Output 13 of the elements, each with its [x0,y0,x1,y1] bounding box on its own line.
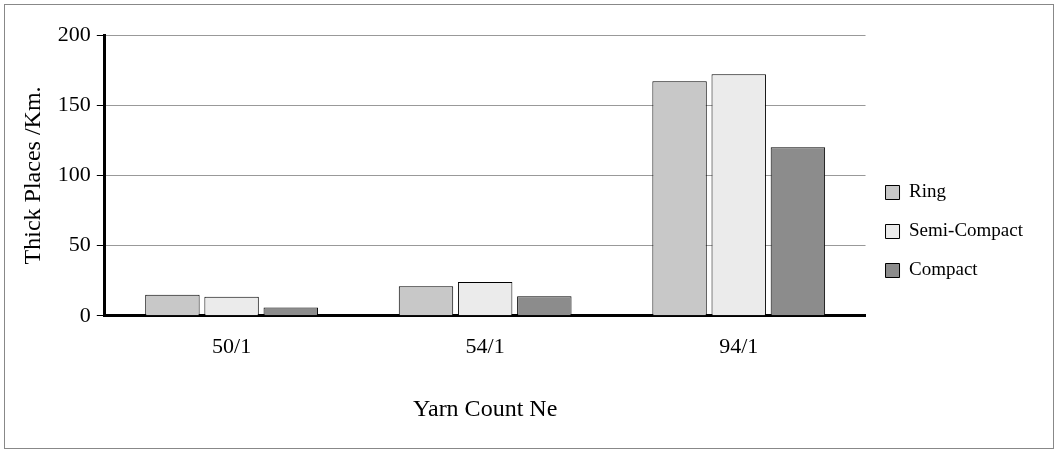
x-tick-label: 54/1 [465,332,505,358]
y-axis-title: Thick Places /Km. [18,86,45,265]
legend-label: Ring [909,180,947,202]
y-tick-label: 150 [57,90,91,116]
x-tick-label: 94/1 [719,332,759,358]
y-tick-label: 100 [57,161,91,187]
y-tick-label: 50 [68,231,91,257]
y-tick-label: 0 [79,301,91,327]
legend-label: Compact [909,258,979,280]
y-tick-label: 200 [57,20,91,46]
legend-label: Semi-Compact [909,219,1024,241]
x-axis-title: Yarn Count Ne [413,394,558,421]
x-tick-label: 50/1 [212,332,252,358]
